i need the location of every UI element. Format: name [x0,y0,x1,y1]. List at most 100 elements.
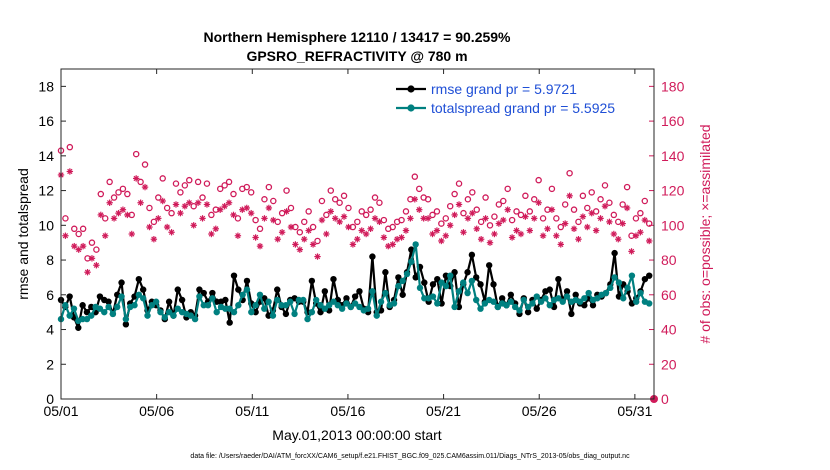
obs-assimilated-marker [181,203,189,210]
rmse-marker [282,310,290,318]
totalspread-marker [382,289,389,297]
obs-possible-marker [124,190,131,198]
obs-possible-marker [623,183,631,191]
totalspread-marker [83,315,91,323]
totalspread-marker [477,305,484,312]
obs-possible-marker [513,208,520,215]
obs-assimilated-marker [371,215,379,222]
totalspread-marker [429,293,437,300]
obs-assimilated-marker [208,230,215,238]
totalspread-marker [576,298,584,305]
obs-assimilated-marker [411,196,419,203]
totalspread-marker [507,298,515,305]
obs-possible-marker [274,218,281,226]
obs-assimilated-stroke [482,215,489,222]
obs-assimilated-marker [557,241,564,248]
obs-possible-marker [367,206,374,213]
obs-possible-marker [336,199,343,206]
obs-possible-marker [93,246,100,253]
obs-assimilated-marker [548,206,556,213]
obs-assimilated-stroke [420,215,427,222]
obs-assimilated-stroke [363,231,369,237]
obs-possible-marker [186,176,193,184]
obs-assimilated-marker [455,201,463,208]
y-right-tick-label: 0 [661,391,669,407]
obs-assimilated-marker [429,230,436,238]
obs-assimilated-stroke [71,243,77,249]
rmse-marker [412,274,419,281]
obs-assimilated-stroke [226,200,232,206]
totalspread-marker [628,272,636,279]
y-axis-label-left: rmse and totalspread [15,168,31,300]
obs-assimilated-stroke [177,210,184,216]
obs-possible-marker [354,218,361,226]
obs-possible-marker [155,194,162,201]
obs-assimilated-marker [287,223,295,231]
obs-assimilated-stroke [332,215,338,222]
obs-assimilated-stroke [323,231,330,237]
obs-assimilated-marker [97,211,105,219]
totalspread-marker [165,308,173,316]
rmse-marker [96,293,104,300]
x-tick-label: 05/26 [522,403,557,419]
obs-assimilated-stroke [204,201,210,208]
totalspread-marker [343,300,350,307]
totalspread-marker [256,291,264,298]
obs-assimilated-marker [522,213,529,220]
totalspread-marker [403,270,411,278]
obs-possible-marker [101,215,109,222]
obs-assimilated-stroke [593,227,599,234]
obs-assimilated-marker [592,227,600,234]
totalspread-marker [494,303,502,311]
totalspread-marker [139,295,147,302]
obs-assimilated-stroke [67,168,73,175]
totalspread-marker [226,305,233,312]
totalspread-marker [196,293,203,300]
obs-possible-marker [137,178,144,186]
obs-possible-marker [132,150,140,158]
totalspread-marker [312,296,320,304]
obs-assimilated-stroke [602,203,608,209]
totalspread-marker [118,293,125,300]
obs-assimilated-marker [641,216,648,224]
obs-assimilated-stroke [133,175,139,182]
totalspread-marker [520,296,527,304]
chart-title-line1: Northern Hemisphere 12110 / 13417 = 90.2… [203,29,511,45]
rmse-marker [330,275,337,283]
obs-assimilated-stroke [199,215,206,222]
obs-assimilated-stroke [120,207,126,213]
totalspread-marker [66,312,73,319]
obs-possible-marker [323,211,330,219]
totalspread-marker [282,302,290,309]
totalspread-marker [594,295,601,302]
obs-assimilated-marker [71,242,78,250]
obs-assimilated-marker [601,203,609,210]
obs-assimilated-stroke [213,226,219,232]
totalspread-marker [377,298,385,305]
obs-assimilated-marker [203,201,211,208]
x-tick-label: 05/21 [426,403,461,419]
y-left-tick-label: 10 [38,217,54,233]
totalspread-marker [287,298,294,305]
obs-assimilated-stroke [142,184,148,190]
obs-assimilated-marker [309,241,317,248]
obs-assimilated-marker [301,236,308,243]
obs-assimilated-stroke [292,241,299,248]
obs-assimilated-stroke [115,210,122,216]
obs-possible-marker [637,209,644,217]
obs-assimilated-marker [252,234,259,241]
rmse-marker [343,295,350,302]
obs-assimilated-marker [278,229,286,236]
obs-assimilated-stroke [518,231,524,237]
obs-assimilated-marker [526,227,534,234]
obs-assimilated-stroke [438,238,445,244]
obs-assimilated-stroke [372,215,378,222]
obs-assimilated-stroke [297,246,303,253]
obs-possible-marker [570,206,578,213]
obs-assimilated-stroke [522,213,529,220]
obs-assimilated-stroke [84,269,91,275]
obs-assimilated-marker [486,239,494,246]
obs-assimilated-marker [389,241,396,248]
